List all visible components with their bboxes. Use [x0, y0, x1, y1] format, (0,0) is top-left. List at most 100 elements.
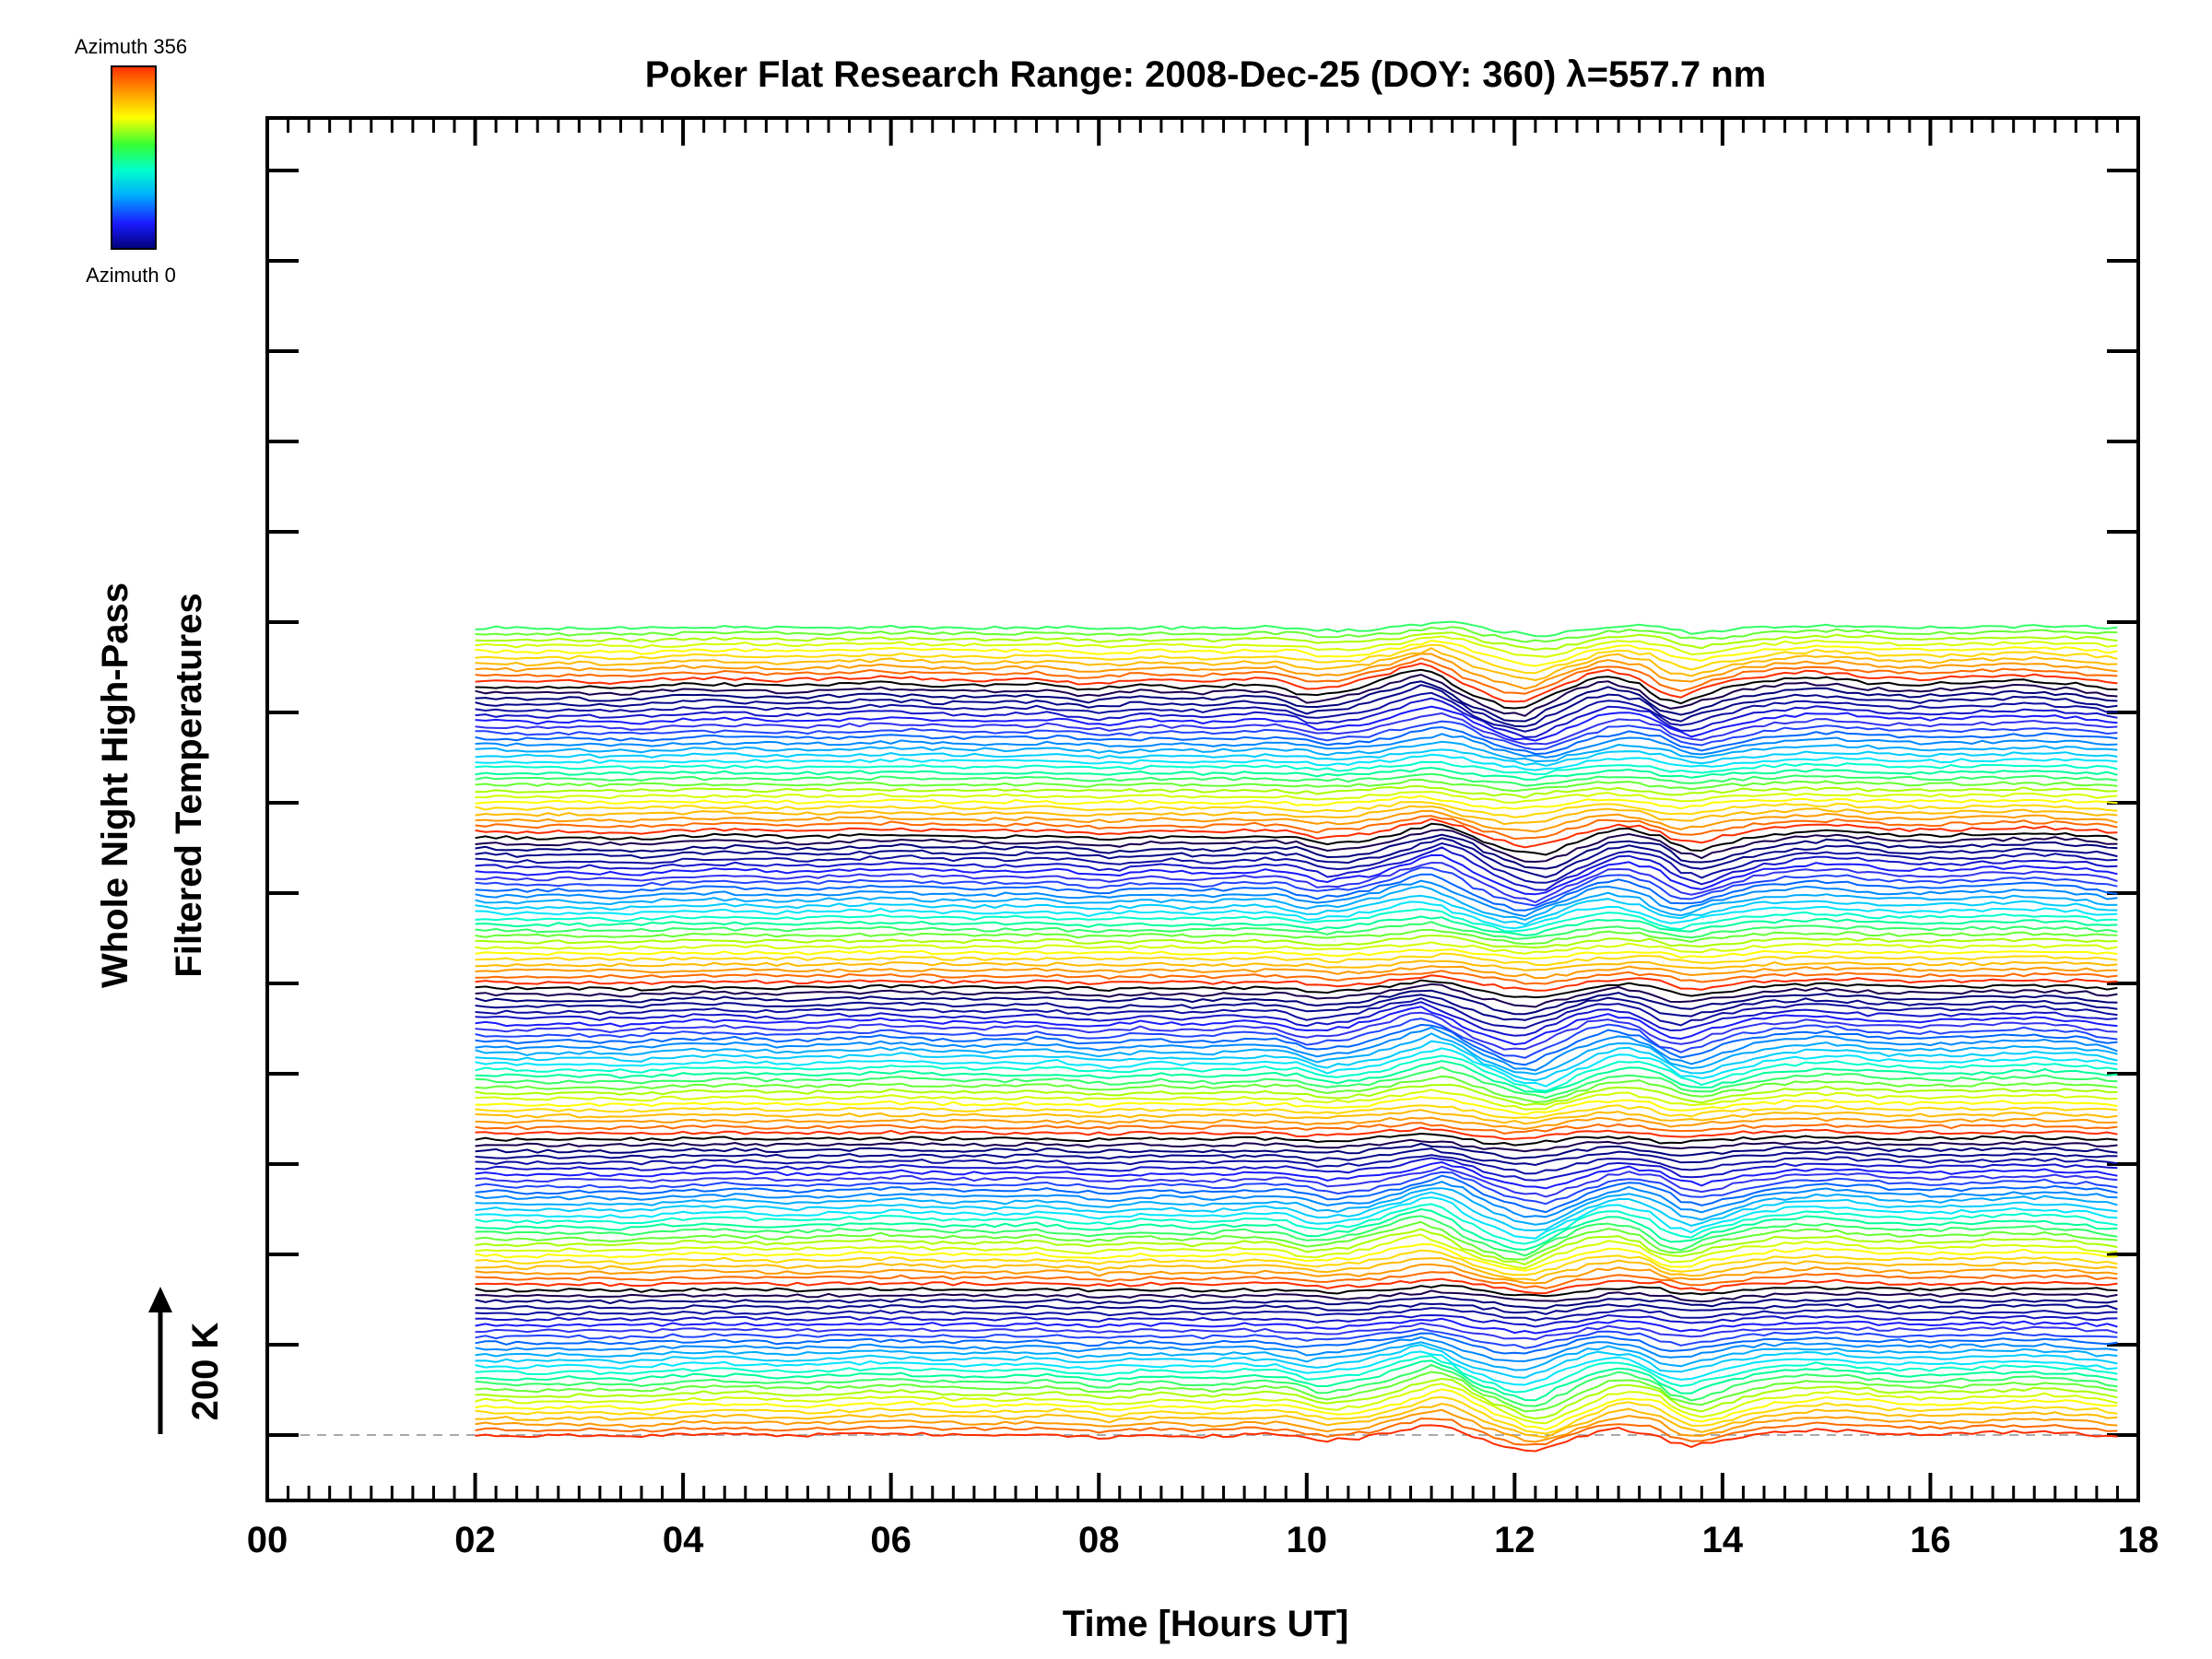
trace-line: [475, 1395, 2118, 1435]
trace-line: [475, 620, 2118, 638]
trace-line: [475, 1147, 2118, 1167]
trace-line: [475, 647, 2118, 682]
trace-line: [475, 673, 2118, 717]
trace-line: [475, 965, 2118, 980]
trace-line: [475, 837, 2118, 878]
x-tick-label: 10: [1287, 1520, 1328, 1560]
trace-line: [475, 1011, 2118, 1051]
trace-line: [475, 720, 2118, 751]
trace-line: [475, 846, 2118, 891]
trace-line: [475, 941, 2118, 955]
trace-line: [475, 748, 2118, 767]
trace-line: [475, 979, 2118, 999]
trace-line: [475, 1284, 2118, 1298]
trace-line: [475, 1054, 2118, 1092]
trace-line: [475, 879, 2118, 918]
trace-line: [475, 1187, 2118, 1226]
trace-line: [475, 1126, 2118, 1140]
trace-line: [475, 970, 2118, 985]
trace-line: [475, 1088, 2118, 1111]
trace-line: [475, 1327, 2118, 1349]
x-tick-label: 02: [454, 1520, 496, 1560]
trace-line: [475, 885, 2118, 922]
trace-line: [475, 959, 2118, 971]
trace-line: [475, 643, 2118, 675]
trace-line: [475, 1313, 2118, 1328]
trace-line: [475, 989, 2118, 1016]
trace-line: [475, 1363, 2118, 1407]
trace-line: [475, 1142, 2118, 1160]
trace-line: [475, 766, 2118, 781]
trace-line: [475, 900, 2118, 930]
trace-line: [475, 1424, 2118, 1453]
trace-line: [475, 680, 2118, 723]
x-tick-label: 18: [2118, 1520, 2159, 1560]
trace-line: [475, 822, 2118, 856]
trace-line: [475, 1263, 2118, 1285]
x-tick-label: 16: [1910, 1520, 1951, 1560]
trace-line: [475, 1215, 2118, 1257]
trace-line: [475, 1402, 2118, 1439]
trace-line: [475, 801, 2118, 818]
trace-line: [475, 1344, 2118, 1379]
trace-line: [475, 653, 2118, 690]
trace-line: [475, 1377, 2118, 1420]
x-tick-label: 12: [1494, 1520, 1535, 1560]
trace-line: [475, 952, 2118, 967]
trace-line: [475, 1116, 2118, 1130]
trace-line: [475, 1040, 2118, 1082]
x-tick-label: 00: [247, 1520, 288, 1560]
trace-line: [475, 1335, 2118, 1362]
trace-line: [475, 934, 2118, 949]
trace-line: [475, 841, 2118, 884]
trace-line: [475, 921, 2118, 940]
chart-title: Poker Flat Research Range: 2008-Dec-25 (…: [645, 54, 1766, 95]
trace-line: [475, 1233, 2118, 1270]
scale-arrow: [148, 1287, 172, 1434]
trace-line: [475, 778, 2118, 793]
trace-line: [475, 1207, 2118, 1252]
trace-line: [475, 1174, 2118, 1214]
colorbar-gradient: [111, 65, 157, 250]
trace-line: [475, 705, 2118, 742]
trace-line: [475, 1075, 2118, 1103]
trace-line: [475, 833, 2118, 870]
x-tick-label: 06: [870, 1520, 912, 1560]
trace-line: [475, 733, 2118, 759]
trace-line: [475, 1066, 2118, 1100]
trace-line: [475, 818, 2118, 849]
trace-line: [475, 1277, 2118, 1295]
trace-line: [475, 1203, 2118, 1245]
trace-line: [475, 1249, 2118, 1277]
trace-line: [475, 1196, 2118, 1240]
trace-line: [475, 626, 2118, 643]
trace-line: [475, 1018, 2118, 1059]
trace-line: [475, 928, 2118, 946]
trace-line: [475, 1341, 2118, 1371]
trace-line: [475, 908, 2118, 933]
trace-line: [475, 1359, 2118, 1402]
trace-line: [475, 725, 2118, 756]
trace-line: [475, 1350, 2118, 1386]
trace-line: [475, 866, 2118, 907]
trace-line: [475, 639, 2118, 667]
trace-series: [475, 620, 2118, 1453]
trace-line: [475, 697, 2118, 738]
trace-line: [475, 1165, 2118, 1198]
trace-line: [475, 1302, 2118, 1315]
trace-line: [475, 657, 2118, 695]
trace-line: [475, 1257, 2118, 1282]
trace-line: [475, 1132, 2118, 1147]
trace-line: [475, 1104, 2118, 1120]
trace-line: [475, 1271, 2118, 1289]
x-tick-labels: 00 02 04 06 08 10 12 14 16 18: [247, 1520, 2159, 1560]
trace-line: [475, 915, 2118, 937]
trace-line: [475, 785, 2118, 799]
trace-line: [475, 1083, 2118, 1107]
trace-line: [475, 1317, 2118, 1335]
trace-line: [475, 684, 2118, 728]
trace-line: [475, 1006, 2118, 1046]
trace-line: [475, 1307, 2118, 1322]
trace-line: [475, 982, 2118, 1008]
